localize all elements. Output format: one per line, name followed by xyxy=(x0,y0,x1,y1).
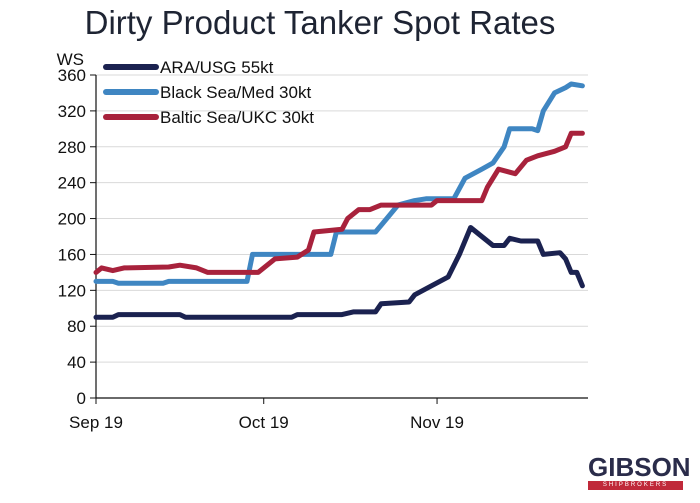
logo-name: GIBSON xyxy=(588,452,691,482)
chart-title: Dirty Product Tanker Spot Rates xyxy=(84,4,556,41)
y-tick-label: 0 xyxy=(77,389,86,408)
series-line-2 xyxy=(93,81,585,286)
y-tick-label: 320 xyxy=(58,102,86,121)
logo-subtitle: SHIPBROKERS xyxy=(588,481,683,490)
series-line-1 xyxy=(93,225,585,320)
y-tick-label: 240 xyxy=(58,174,86,193)
legend-label: Baltic Sea/UKC 30kt xyxy=(160,108,314,127)
y-tick-label: 80 xyxy=(67,317,86,336)
x-tick-label: Sep 19 xyxy=(69,413,123,432)
y-tick-label: 200 xyxy=(58,210,86,229)
x-tick-label: Oct 19 xyxy=(239,413,289,432)
legend-label: ARA/USG 55kt xyxy=(160,58,274,77)
series-line-3 xyxy=(93,130,585,275)
y-axis-label: WS xyxy=(57,50,84,69)
legend-label: Black Sea/Med 30kt xyxy=(160,83,311,102)
y-tick-label: 120 xyxy=(58,281,86,300)
x-tick-label: Nov 19 xyxy=(410,413,464,432)
y-tick-label: 160 xyxy=(58,245,86,264)
y-tick-label: 280 xyxy=(58,138,86,157)
y-tick-label: 40 xyxy=(67,353,86,372)
gibson-logo: GIBSON SHIPBROKERS xyxy=(588,452,691,490)
y-tick-label: 360 xyxy=(58,66,86,85)
